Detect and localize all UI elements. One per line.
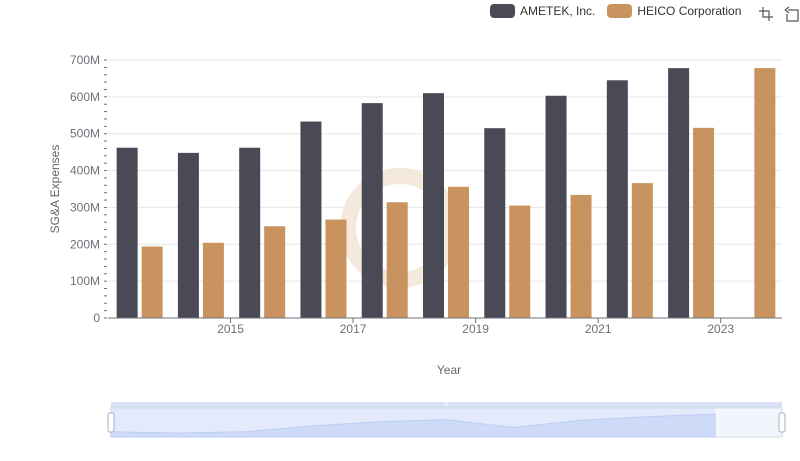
x-tick-label: 2015	[217, 322, 244, 336]
bar-heico-2019[interactable]	[448, 186, 469, 318]
datazoom-selection[interactable]	[111, 408, 715, 437]
datazoom-move-handle[interactable]: III	[444, 402, 448, 408]
bar-heico-2015[interactable]	[202, 242, 224, 318]
datazoom-left-handle[interactable]	[107, 412, 115, 433]
legend: AMETEK, Inc. HEICO Corporation	[490, 4, 753, 18]
y-tick-label: 100M	[70, 274, 100, 288]
datazoom-top-bar[interactable]	[111, 402, 782, 408]
bar-ametek-2014[interactable]	[116, 147, 138, 318]
zoom-icon[interactable]	[758, 6, 774, 22]
bar-heico-2016[interactable]	[264, 226, 286, 318]
bar-ametek-2016[interactable]	[239, 147, 261, 318]
y-axis-title: SG&A Expenses	[48, 145, 62, 234]
bar-heico-2022[interactable]	[631, 183, 653, 318]
bar-heico-2014[interactable]	[141, 246, 163, 318]
y-tick-label: 500M	[70, 127, 100, 141]
datazoom-right-handle[interactable]	[778, 412, 786, 433]
bar-heico-2018[interactable]	[386, 202, 408, 318]
legend-label-ametek: AMETEK, Inc.	[520, 4, 596, 18]
y-tick-label: 200M	[70, 237, 100, 251]
bar-ametek-2017[interactable]	[300, 121, 322, 319]
y-axis-ticks: 0 100M 200M 300M 400M 500M 600M 700M	[70, 53, 107, 325]
toolbox	[748, 6, 800, 22]
bars	[116, 68, 776, 319]
restore-icon[interactable]	[784, 6, 800, 22]
bar-heico-2020[interactable]	[509, 205, 531, 318]
x-tick-label: 2019	[462, 322, 489, 336]
x-axis-title: Year	[437, 363, 461, 377]
y-tick-label: 0	[93, 311, 100, 325]
x-axis-ticks: 2015 2017 2019 2021 2023	[217, 318, 734, 336]
y-tick-label: 600M	[70, 90, 100, 104]
bar-heico-2023[interactable]	[693, 127, 715, 319]
bar-ametek-2022[interactable]	[606, 80, 628, 319]
datazoom-preview-area	[110, 413, 716, 438]
bar-ametek-2019[interactable]	[423, 93, 444, 319]
legend-swatch-ametek	[490, 4, 515, 18]
bar-heico-2017[interactable]	[325, 219, 347, 318]
legend-label-heico: HEICO Corporation	[637, 4, 742, 18]
bar-ametek-2015[interactable]	[177, 152, 199, 318]
x-tick-label: 2021	[585, 322, 612, 336]
y-tick-label: 400M	[70, 164, 100, 178]
y-tick-label: 700M	[70, 53, 100, 67]
legend-swatch-heico	[607, 4, 633, 18]
x-tick-label: 2017	[340, 322, 367, 336]
bar-ametek-2020[interactable]	[484, 128, 506, 318]
data-zoom-slider[interactable]: III	[107, 402, 786, 438]
y-tick-label: 300M	[70, 200, 100, 214]
bar-ametek-2023[interactable]	[668, 68, 690, 318]
bar-ametek-2018[interactable]	[361, 103, 383, 318]
bar-heico-2024[interactable]	[754, 68, 776, 318]
bar-ametek-2021[interactable]	[545, 95, 567, 318]
bar-heico-2021[interactable]	[570, 194, 592, 318]
legend-item-heico[interactable]: HEICO Corporation	[607, 4, 741, 18]
x-tick-label: 2023	[707, 322, 734, 336]
legend-item-ametek[interactable]: AMETEK, Inc.	[490, 4, 595, 18]
